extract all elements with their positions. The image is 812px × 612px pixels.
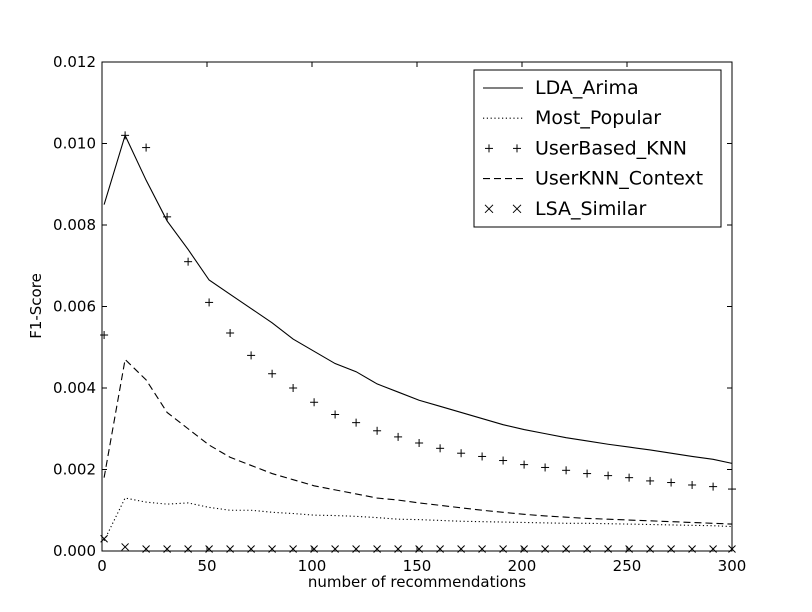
series-userbased-knn-point (583, 469, 592, 478)
series-userbased-knn-point (142, 143, 151, 152)
series-most-popular (103, 497, 733, 542)
series-userbased-knn-point (289, 384, 298, 392)
series-userbased-knn-point (688, 480, 697, 489)
y-tick-label: 0.008 (53, 216, 96, 234)
series-userbased-knn-point (163, 212, 172, 221)
series-userbased-knn-point (205, 298, 214, 307)
series-userbased-knn (100, 131, 736, 494)
x-tick-label: 300 (718, 557, 747, 575)
series-userbased-knn-point (499, 456, 508, 465)
legend-item-lsa-similar: LSA_Similar (484, 198, 647, 220)
x-tick-label: 250 (613, 557, 642, 575)
series-userbased-knn-point (268, 369, 277, 378)
legend-item-most-popular: Most_Popular (483, 107, 661, 129)
series-userbased-knn-point (121, 131, 130, 140)
series-lda-arima-line (103, 133, 733, 464)
series-userbased-knn-point (625, 473, 634, 482)
legend-item-userbased-knn: UserBased_KNN (485, 137, 687, 159)
series-userbased-knn-point (184, 257, 193, 266)
series-userbased-knn-point (373, 426, 382, 435)
legend-swatch-marker (484, 204, 494, 214)
x-tick-label: 0 (97, 557, 107, 575)
y-axis-title: F1-Score (27, 273, 45, 339)
series-userbased-knn-point (415, 439, 424, 448)
y-tick-label: 0.000 (53, 542, 96, 560)
y-tick-label: 0.012 (53, 53, 96, 71)
series-userbased-knn-point (520, 460, 529, 469)
legend-item-userknn-context: UserKNN_Context (483, 168, 703, 190)
series-userbased-knn-point (709, 482, 718, 491)
series-userbased-knn-point (247, 351, 256, 360)
legend-label: LSA_Similar (535, 198, 647, 220)
legend-label: Most_Popular (535, 107, 661, 129)
legend-label: UserBased_KNN (535, 137, 687, 159)
series-userbased-knn-point (310, 398, 319, 407)
y-tick-label: 0.006 (53, 298, 96, 316)
series-userknn-context-line (103, 358, 733, 525)
series-userbased-knn-point (478, 452, 487, 461)
series-userbased-knn-point (331, 410, 340, 419)
series-userbased-knn-point (226, 328, 235, 337)
x-tick-label: 150 (403, 557, 432, 575)
y-tick-label: 0.010 (53, 135, 96, 153)
series-userbased-knn-point (394, 432, 403, 441)
series-userbased-knn-point (667, 478, 676, 487)
x-tick-label: 100 (298, 557, 327, 575)
x-tick-label: 50 (197, 557, 216, 575)
legend-swatch-marker (512, 204, 522, 214)
legend: LDA_Arima Most_Popular UserBased_KNN UserKN… (473, 69, 722, 228)
series-userbased-knn-point (457, 449, 466, 458)
series-userbased-knn-point (352, 418, 361, 427)
series-lda-arima (103, 133, 733, 464)
series-lsa-similar-point (121, 543, 129, 551)
legend-label: UserKNN_Context (535, 168, 703, 190)
series-userknn-context (103, 358, 733, 525)
legend-swatch-marker (513, 144, 521, 153)
series-userbased-knn-point (541, 463, 550, 472)
series-userbased-knn-point (100, 331, 109, 340)
series-most-popular-line (103, 497, 733, 542)
series-userbased-knn-point (436, 444, 445, 453)
x-axis-title: number of recommendations (308, 573, 526, 591)
legend-label: LDA_Arima (535, 77, 639, 99)
x-tick-label: 200 (508, 557, 537, 575)
legend-item-lda-arima: LDA_Arima (483, 77, 639, 99)
y-tick-label: 0.002 (53, 461, 96, 479)
y-tick-label: 0.004 (53, 379, 96, 397)
series-userbased-knn-point (562, 466, 571, 475)
series-userbased-knn-point (604, 471, 613, 480)
legend-swatch-marker (485, 144, 493, 153)
series-userbased-knn-point (646, 476, 655, 485)
